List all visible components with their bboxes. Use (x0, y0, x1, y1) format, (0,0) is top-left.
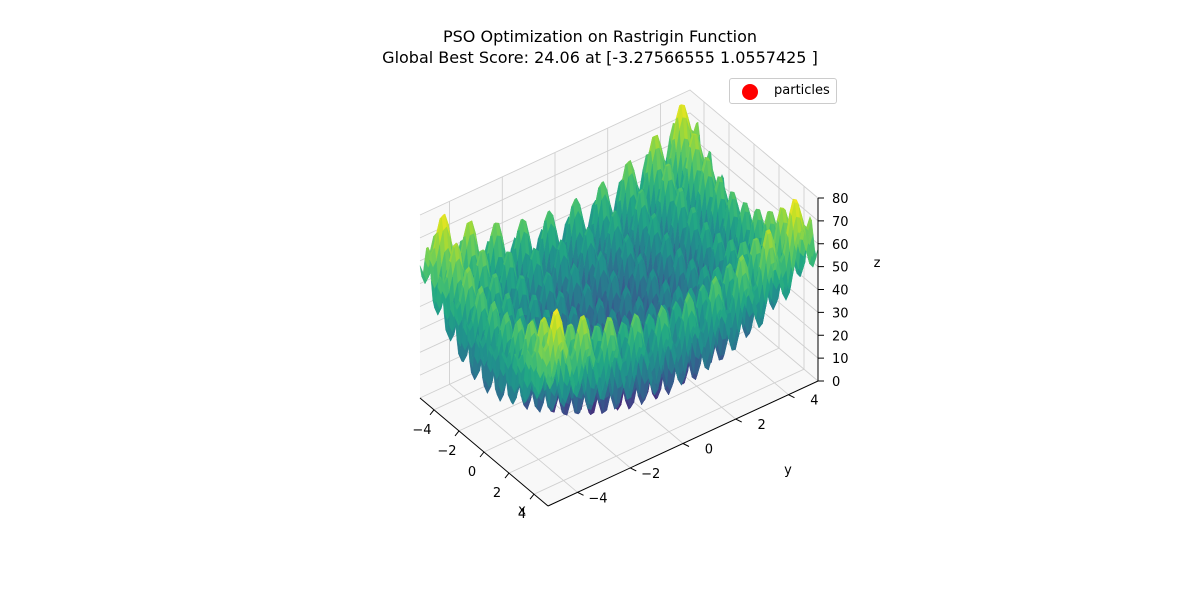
rastrigin-surface (419, 104, 819, 416)
grid-line-z (419, 112, 819, 239)
grid-line-z (419, 89, 819, 216)
